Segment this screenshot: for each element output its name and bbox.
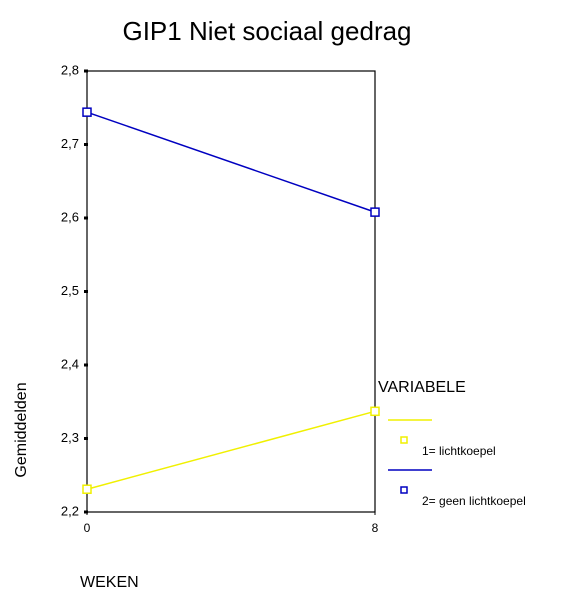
- y-tick: [84, 363, 88, 367]
- y-tick-label: 2,8: [61, 62, 79, 77]
- y-tick-label: 2,3: [61, 430, 79, 445]
- x-tick-label: 0: [84, 521, 91, 535]
- y-tick: [84, 216, 88, 220]
- chart-title: GIP1 Niet sociaal gedrag: [122, 16, 411, 46]
- x-tick-label: 8: [372, 521, 379, 535]
- y-tick: [84, 290, 88, 293]
- legend-marker: [400, 436, 408, 444]
- point-marker: [370, 406, 380, 417]
- series-line: [86, 111, 376, 213]
- y-tick: [84, 143, 88, 146]
- y-tick-label: 2,7: [61, 136, 79, 151]
- x-axis-label: WEKEN: [80, 574, 139, 591]
- point-marker: [82, 484, 92, 494]
- y-tick: [84, 510, 88, 514]
- y-tick-label: 2,4: [61, 356, 79, 371]
- legend-label: 2= geen lichtkoepel: [422, 494, 526, 508]
- y-tick-label: 2,2: [61, 503, 79, 518]
- legend-label: 1= lichtkoepel: [422, 444, 496, 458]
- y-tick: [84, 69, 88, 73]
- point-marker: [82, 107, 92, 117]
- y-tick-label: 2,6: [61, 209, 79, 224]
- plot-frame: [86, 70, 376, 513]
- point-marker: [370, 207, 380, 217]
- legend-marker: [400, 486, 408, 494]
- y-axis-label: Gemiddelden: [13, 382, 30, 477]
- y-tick-label: 2,5: [61, 283, 79, 298]
- legend-title: VARIABELE: [378, 379, 466, 396]
- y-tick: [84, 437, 88, 440]
- series-line: [86, 410, 376, 490]
